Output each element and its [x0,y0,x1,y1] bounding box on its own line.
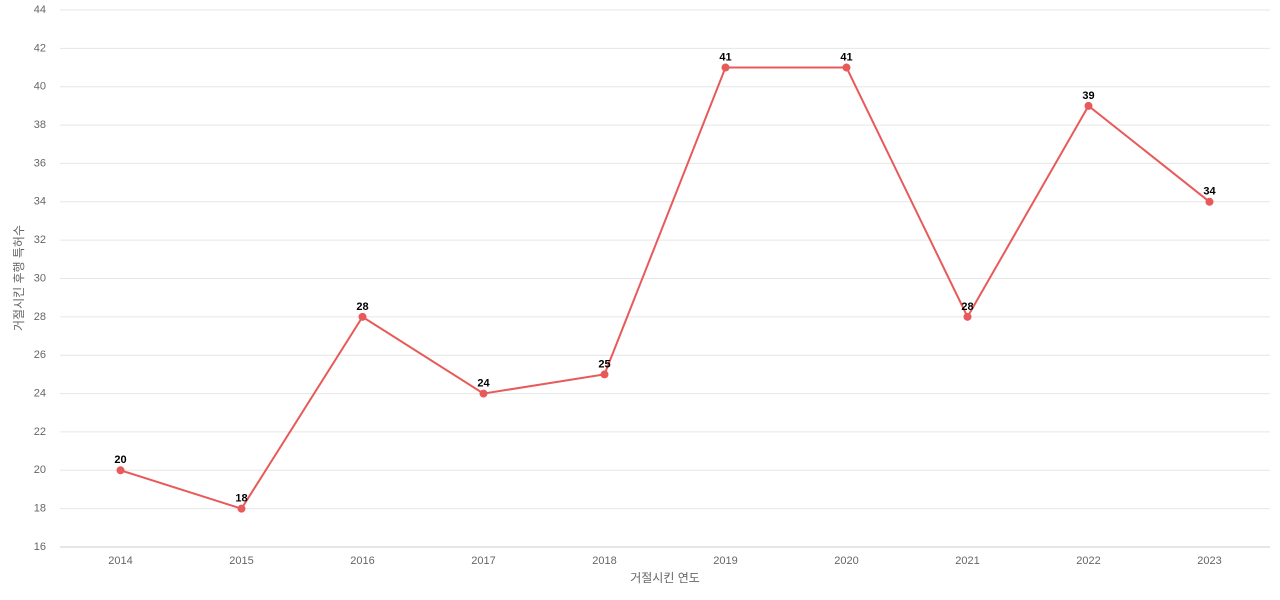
y-tick-label: 38 [34,119,46,131]
data-point [116,466,125,475]
x-tick-label: 2020 [834,555,858,567]
x-tick-label: 2022 [1076,555,1100,567]
data-label: 41 [719,51,731,63]
data-point [600,370,609,379]
data-label: 20 [114,454,126,466]
y-tick-label: 20 [34,464,46,476]
y-tick-label: 42 [34,42,46,54]
y-tick-label: 30 [34,272,46,284]
y-tick-label: 26 [34,349,46,361]
line-series [120,66,1211,510]
y-axis-title: 거절시킨 후행 특허수 [11,225,26,331]
y-tick-label: 34 [34,196,46,208]
y-tick-label: 24 [34,387,46,399]
data-label: 28 [356,301,368,313]
y-tick-label: 16 [34,541,46,553]
x-tick-label: 2019 [713,555,737,567]
y-tick-label: 44 [34,4,46,16]
data-point [842,63,851,72]
x-tick-label: 2016 [350,555,374,567]
data-point [963,312,972,321]
y-tick-label: 22 [34,426,46,438]
y-tick-label: 32 [34,234,46,246]
data-label: 39 [1082,90,1094,102]
y-tick-label: 28 [34,311,46,323]
data-point [237,504,246,513]
x-axis-title: 거절시킨 연도 [630,571,700,585]
data-label: 18 [235,493,247,505]
data-point [721,63,730,72]
data-point [479,389,488,398]
x-tick-label: 2018 [592,555,616,567]
data-label: 24 [477,377,490,389]
data-label: 25 [598,358,610,370]
x-tick-label: 2023 [1197,555,1221,567]
x-tick-label: 2015 [229,555,253,567]
y-tick-label: 40 [34,81,46,93]
data-point [358,312,367,321]
y-tick-label: 18 [34,503,46,515]
data-label: 41 [840,51,852,63]
data-label: 28 [961,301,973,313]
x-tick-label: 2021 [955,555,979,567]
x-tick-label: 2017 [471,555,495,567]
data-label: 34 [1203,186,1216,198]
data-point [1084,101,1093,110]
x-tick-label: 2014 [108,555,132,567]
y-tick-label: 36 [34,157,46,169]
data-point [1205,197,1214,206]
